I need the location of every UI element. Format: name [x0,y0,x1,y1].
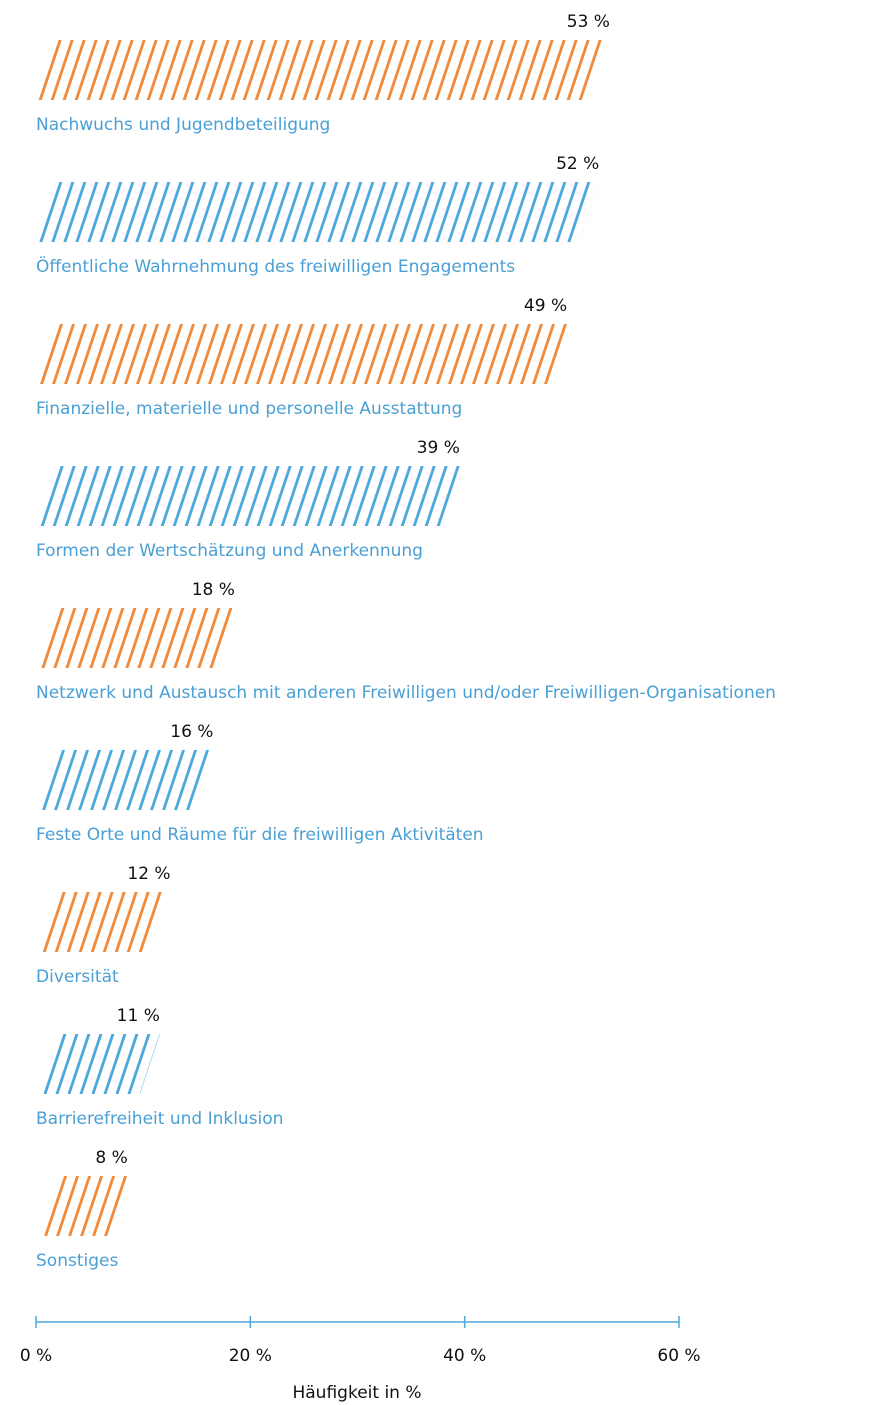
category-label: Barrierefreiheit und Inklusion [36,1109,283,1129]
value-label: 49 % [524,296,567,316]
value-label: 16 % [170,722,213,742]
category-label: Sonstiges [36,1251,118,1271]
x-tick-label: 20 % [229,1346,272,1366]
category-label: Öffentliche Wahrnehmung des freiwilligen… [36,255,515,277]
bar [36,182,600,242]
value-label: 8 % [95,1148,127,1168]
bar [36,608,235,668]
category-label: Diversität [36,967,119,987]
value-label: 18 % [192,580,235,600]
bar [36,750,214,810]
category-label: Feste Orte und Räume für die freiwillige… [36,825,484,845]
bar [36,40,610,100]
bar [36,1176,128,1236]
x-axis-title: Häufigkeit in % [292,1383,421,1403]
category-label: Formen der Wertschätzung und Anerkennung [36,541,423,561]
value-label: 52 % [556,154,599,174]
value-label: 53 % [567,12,610,32]
category-label: Nachwuchs und Jugendbeteiligung [36,115,330,135]
category-label: Netzwerk und Austausch mit anderen Freiw… [36,683,776,703]
x-tick-label: 0 % [20,1346,52,1366]
bar [36,324,568,384]
bar [36,1034,160,1094]
bar [36,466,460,526]
value-label: 11 % [117,1006,160,1026]
x-tick-label: 60 % [657,1346,700,1366]
category-label: Finanzielle, materielle und personelle A… [36,399,462,419]
value-label: 39 % [417,438,460,458]
x-tick-label: 40 % [443,1346,486,1366]
bar [36,892,171,952]
value-label: 12 % [127,864,170,884]
